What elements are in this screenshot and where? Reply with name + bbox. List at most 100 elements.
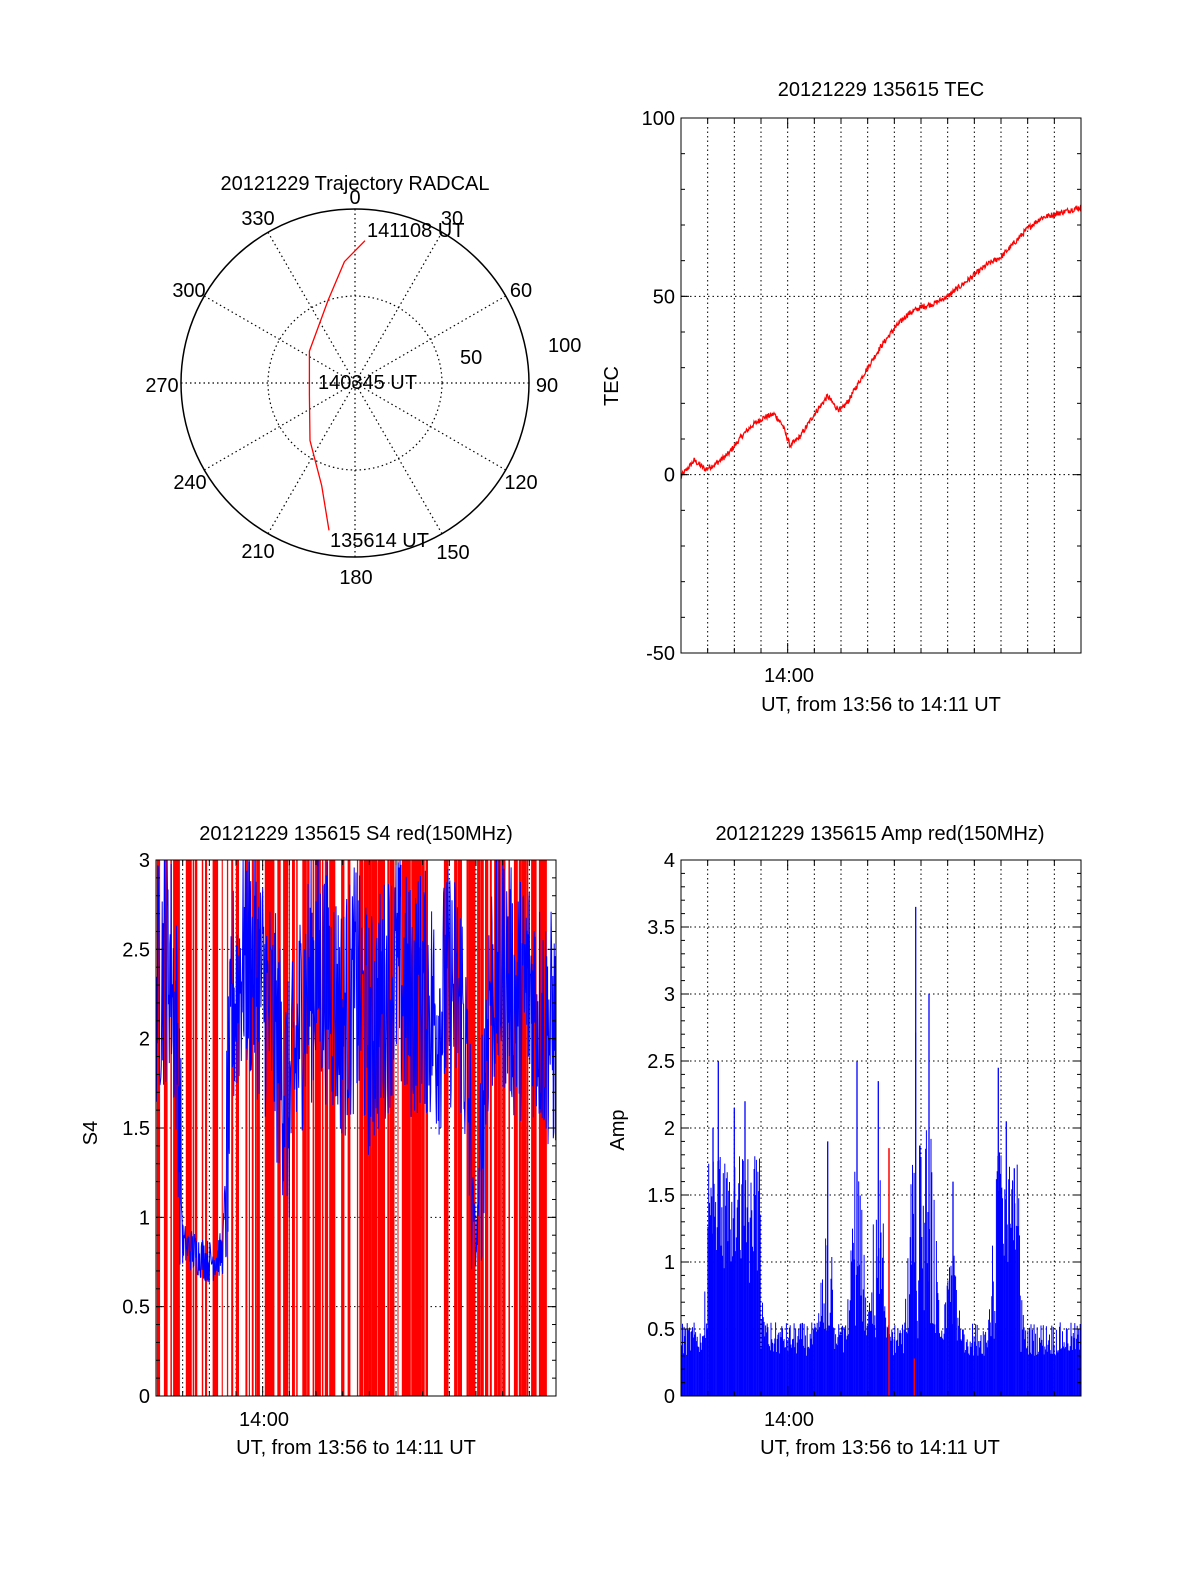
- tec-frame: [680, 117, 1082, 654]
- s4-plot: 20121229 135615 S4 red(150MHz) 0 0.5 1 1.5 2…: [80, 823, 557, 1459]
- s4-ytick-label: 2: [139, 1029, 150, 1051]
- s4-red-mark: [312, 860, 315, 1396]
- polar-azimuth-label-180: 180: [339, 567, 372, 589]
- s4-red-mark: [205, 860, 208, 1396]
- amp-ytick-label: 4: [664, 850, 675, 872]
- s4-red-mark: [255, 860, 257, 1396]
- s4-ytick-label: 3: [139, 850, 150, 872]
- amp-x-ticks: [680, 860, 1082, 1396]
- s4-red-mark: [173, 860, 177, 1396]
- s4-red-mark: [540, 860, 544, 1396]
- s4-red-mark: [214, 860, 217, 1396]
- tec-ytick-label: 100: [642, 108, 675, 130]
- s4-ylabel: S4: [80, 1121, 102, 1145]
- s4-red-mark: [296, 860, 298, 1396]
- s4-ytick-label: 0.5: [122, 1297, 150, 1319]
- s4-red-mark: [341, 860, 345, 1396]
- amp-ytick-label: 3.5: [647, 917, 675, 939]
- s4-red-mark: [302, 860, 304, 1396]
- s4-red-mark: [304, 860, 306, 1396]
- s4-y-ticks: 0 0.5 1 1.5 2 2.5 3: [122, 850, 556, 1408]
- s4-red-mark: [521, 860, 525, 1396]
- s4-red-mark: [321, 860, 324, 1396]
- s4-red-mark: [356, 860, 359, 1396]
- tec-xtick-label: 14:00: [764, 665, 814, 687]
- polar-azimuth-label-240: 240: [173, 472, 206, 494]
- trajectory-end-label: 141108 UT: [367, 220, 464, 242]
- s4-red-mark: [165, 860, 168, 1396]
- trajectory-line: [308, 240, 366, 531]
- s4-xtick-label: 14:00: [239, 1409, 289, 1431]
- s4-red-mark: [494, 860, 498, 1396]
- s4-ytick-label: 0: [139, 1386, 150, 1408]
- s4-red-mark: [443, 860, 446, 1396]
- s4-red-mark: [408, 860, 411, 1396]
- polar-azimuth-labels: 0 30 60 90 120 150 180 210 240 270 300 330: [145, 187, 558, 589]
- s4-ytick-label: 2.5: [122, 939, 150, 961]
- s4-red-mark: [374, 860, 378, 1396]
- s4-red-mark: [425, 860, 428, 1396]
- s4-red-mark: [383, 860, 385, 1396]
- s4-red-mark: [212, 860, 216, 1396]
- tec-ytick-label: 0: [664, 465, 675, 487]
- s4-red-mark: [471, 860, 475, 1396]
- s4-title: 20121229 135615 S4 red(150MHz): [199, 823, 513, 845]
- s4-red-mark: [365, 860, 369, 1396]
- s4-red-mark: [403, 860, 407, 1396]
- s4-red-mark: [508, 860, 510, 1396]
- amp-plot: 20121229 135615 Amp red(150MHz) 0 0.5 1 1.5…: [607, 823, 1082, 1459]
- s4-x-ticks: [155, 860, 557, 1396]
- s4-red-mark: [514, 860, 518, 1396]
- s4-ytick-label: 1: [139, 1207, 150, 1229]
- s4-red-mark: [364, 860, 366, 1396]
- s4-red-mark: [333, 860, 335, 1396]
- polar-azimuth-label-60: 60: [510, 280, 532, 302]
- polar-azimuth-label-330: 330: [241, 208, 274, 230]
- s4-red-mark: [533, 860, 537, 1396]
- trajectory-mid-label: 140345 UT: [318, 372, 417, 394]
- s4-red-mark: [192, 860, 195, 1396]
- s4-red-mark: [266, 860, 271, 1396]
- s4-red-mark: [371, 860, 375, 1396]
- s4-red-mark: [231, 860, 234, 1396]
- s4-red-mark: [307, 860, 310, 1396]
- s4-red-mark: [526, 860, 529, 1396]
- s4-red-mark: [502, 860, 506, 1396]
- amp-xtick-label: 14:00: [764, 1409, 814, 1431]
- polar-outer-circle: [180, 208, 530, 558]
- amp-ylabel: Amp: [607, 1109, 629, 1150]
- amp-xlabel: UT, from 13:56 to 14:11 UT: [760, 1437, 1000, 1459]
- s4-red-mark: [498, 860, 501, 1396]
- s4-red-mark: [457, 860, 460, 1396]
- polar-azimuth-label-150: 150: [436, 542, 469, 564]
- s4-red-mark: [411, 860, 413, 1396]
- amp-blue-series: [680, 906, 1082, 1396]
- s4-red-mark: [416, 860, 420, 1396]
- s4-blue-series-line: [155, 859, 557, 1283]
- s4-red-mark: [189, 860, 192, 1396]
- amp-ytick-label: 2.5: [647, 1051, 675, 1073]
- polar-azimuth-label-30: 30: [441, 208, 463, 230]
- tec-x-ticks: [680, 118, 1082, 653]
- amp-ytick-label: 0: [664, 1386, 675, 1408]
- tec-series-line: [680, 204, 1082, 480]
- amp-ytick-label: 1.5: [647, 1185, 675, 1207]
- polar-radial-label-100: 100: [548, 335, 581, 357]
- s4-red-mark: [359, 860, 361, 1396]
- s4-red-mark: [221, 860, 223, 1396]
- tec-xlabel: UT, from 13:56 to 14:11 UT: [761, 694, 1001, 716]
- s4-red-mark: [414, 860, 417, 1396]
- s4-ytick-label: 1.5: [122, 1118, 150, 1140]
- s4-red-mark: [185, 860, 188, 1396]
- s4-red-mark: [315, 860, 319, 1396]
- s4-red-mark: [271, 860, 275, 1396]
- s4-red-mark: [397, 860, 399, 1396]
- s4-red-mark: [265, 860, 268, 1396]
- tec-title: 20121229 135615 TEC: [778, 79, 984, 101]
- s4-red-mark: [421, 860, 425, 1396]
- tec-y-ticks: -50 0 50 100: [642, 108, 1081, 665]
- polar-title: 20121229 Trajectory RADCAL: [220, 173, 489, 195]
- s4-red-mark: [176, 860, 179, 1396]
- polar-azimuth-label-270: 270: [145, 375, 178, 397]
- polar-azimuth-label-300: 300: [172, 280, 205, 302]
